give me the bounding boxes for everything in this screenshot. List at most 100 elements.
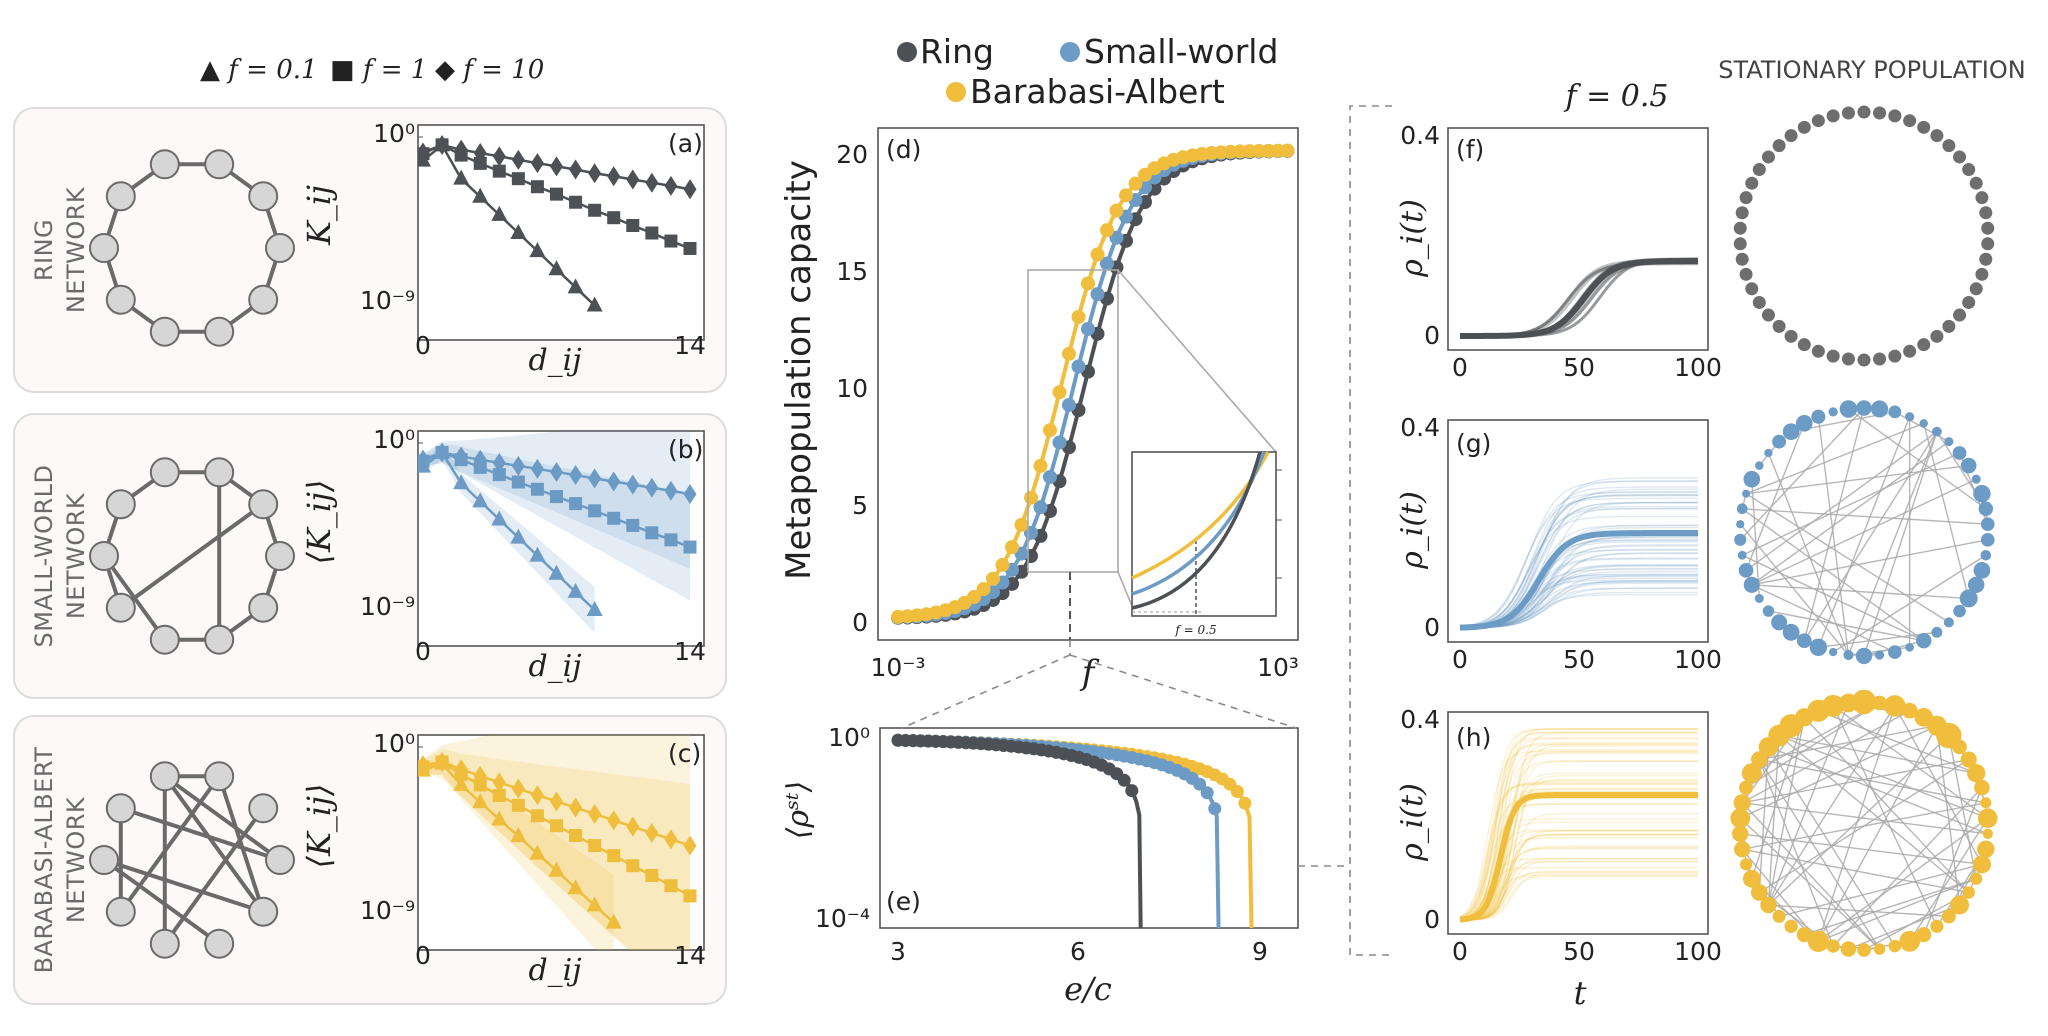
stationary-node [1980, 532, 1995, 547]
network-edge [163, 807, 265, 945]
stationary-node [1930, 129, 1944, 143]
kernel-band [423, 444, 595, 634]
stationary-node [1735, 252, 1749, 266]
capacity-point [1005, 540, 1019, 555]
diamond-marker [626, 816, 640, 837]
time-thin-line [1459, 750, 1698, 918]
time-thin-line [1459, 875, 1698, 921]
stationary-node [1745, 282, 1759, 296]
ring-label-1: RING [30, 219, 58, 281]
diamond-marker [569, 797, 583, 818]
square-marker [550, 187, 563, 201]
stationary-edge [1767, 705, 1896, 906]
network-edge [102, 858, 221, 946]
kernel-plot-b [417, 430, 705, 647]
triangle-marker [529, 546, 546, 562]
kernel-ylabel-b: ⟨K_ij⟩ [300, 479, 338, 564]
stationary-edge [1751, 584, 1969, 600]
diamond-marker [588, 163, 602, 184]
square-marker [607, 849, 621, 863]
kernel-a-xlabel: d_ij [528, 343, 581, 378]
stationary-node [1973, 484, 1991, 503]
stationary-node [1975, 191, 1989, 205]
stationary-node [1981, 221, 1995, 235]
time-thin-line [1459, 480, 1699, 628]
stationary-node [1903, 344, 1917, 358]
triangle-marker [586, 296, 603, 312]
stationary-edge [1742, 848, 1969, 894]
time-thin-line [1459, 783, 1698, 918]
stationary-node [1826, 939, 1840, 953]
stationary-edge [1758, 759, 1834, 947]
time-thin-line [1459, 535, 1699, 629]
stationary-edge [1751, 479, 1761, 599]
time-mean-line [1459, 530, 1699, 631]
diamond-marker [492, 452, 506, 473]
stationary-node [1807, 930, 1830, 952]
time-thin-line [1459, 486, 1699, 628]
time-thin-line [1459, 494, 1699, 628]
legend-ring-dot [897, 42, 917, 62]
diamond-marker [511, 455, 525, 476]
time-labels: (f) (g) (h) ρ_i(t) ρ_i(t) ρ_i(t) 0 0.4 0… [1395, 121, 1722, 1012]
triangle-marker [453, 169, 470, 185]
triangle-marker [510, 528, 527, 544]
time-thin-line [1459, 871, 1698, 921]
stationary-node [1772, 909, 1786, 923]
stationary-node [1784, 329, 1798, 343]
time-h-xtick-50: 50 [1563, 937, 1595, 966]
diamond-marker [454, 139, 468, 160]
rho-point [1238, 796, 1252, 810]
stationary-node [1888, 405, 1902, 419]
capacity-point [1090, 247, 1105, 262]
square-marker [530, 482, 544, 496]
kernel-c-xtick-0: 0 [415, 941, 431, 970]
stationary-node [1960, 751, 1977, 768]
stationary-node [1874, 650, 1885, 660]
diamond-marker [607, 471, 621, 492]
stationary-node [1843, 649, 1854, 661]
stationary-node [1736, 503, 1748, 515]
stationary-node [1960, 457, 1977, 474]
stationary-node [1764, 448, 1773, 458]
stationary-node [1977, 840, 1995, 858]
time-ylabel-f: ρ_i(t) [1395, 199, 1430, 278]
kernel-ylabel-c: ⟨K_ij⟩ [300, 783, 338, 868]
capacity-point [1081, 276, 1095, 291]
stationary-node [1797, 338, 1811, 352]
capacity-point [1119, 188, 1133, 203]
network-node [149, 928, 180, 959]
stationary-node [1953, 308, 1967, 322]
time-thin-line [1459, 870, 1698, 921]
stationary-node [1734, 533, 1747, 546]
stationary-node [1974, 779, 1990, 796]
triangle-marker [472, 793, 489, 809]
capacity-point [1071, 309, 1086, 324]
time-thin-line [1459, 874, 1698, 921]
stationary-node [1952, 446, 1967, 460]
network-node [248, 181, 279, 212]
time-thin-line [1459, 593, 1699, 629]
square-marker [588, 203, 602, 217]
stationary-node [1752, 295, 1766, 309]
triangle-marker [548, 861, 565, 877]
time-thin-line [1459, 507, 1699, 628]
network-edge [163, 775, 265, 913]
kernel-series-group [418, 135, 697, 312]
stationary-node [1953, 150, 1967, 164]
kernel-band [423, 748, 690, 950]
network-node [149, 761, 180, 792]
stationary-edge [1936, 725, 1961, 906]
square-marker [664, 533, 678, 547]
capacity-point [1062, 398, 1076, 413]
time-thin-line [1459, 587, 1699, 629]
square-marker [645, 869, 659, 883]
triangle-marker [510, 224, 527, 240]
stationary-node [1967, 576, 1985, 594]
stationary-edge [1740, 833, 1983, 866]
time-title: f = 0.5 [1563, 79, 1668, 114]
diamond-marker [418, 755, 430, 776]
stationary-node [1742, 869, 1761, 888]
legend-barabasi-albert-label: Barabasi-Albert [970, 72, 1225, 111]
square-marker [569, 828, 583, 842]
